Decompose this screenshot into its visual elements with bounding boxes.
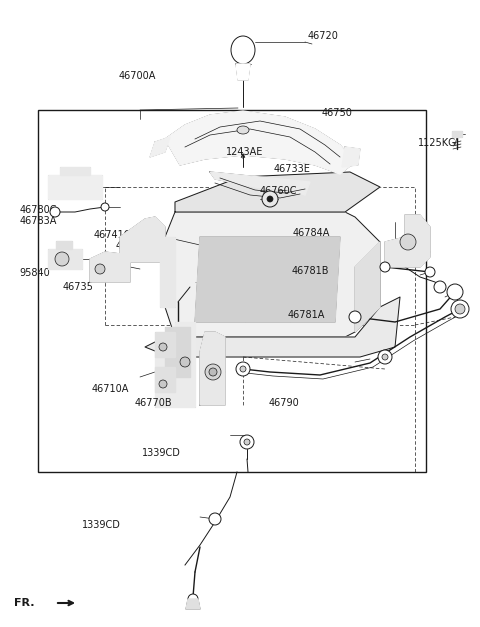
Polygon shape xyxy=(155,332,175,357)
Polygon shape xyxy=(155,322,195,407)
Text: 46781A: 46781A xyxy=(288,310,325,320)
Polygon shape xyxy=(200,332,225,405)
Polygon shape xyxy=(56,241,72,249)
Circle shape xyxy=(425,267,435,277)
Text: 46790: 46790 xyxy=(269,398,300,408)
Polygon shape xyxy=(120,217,165,262)
Circle shape xyxy=(236,362,250,376)
Text: 46781B: 46781B xyxy=(292,266,329,276)
Text: FR.: FR. xyxy=(14,598,35,608)
Circle shape xyxy=(159,343,167,351)
Ellipse shape xyxy=(231,36,255,64)
Polygon shape xyxy=(452,131,462,137)
Text: 46783A: 46783A xyxy=(19,216,57,226)
Polygon shape xyxy=(210,172,310,195)
Circle shape xyxy=(50,207,60,217)
Polygon shape xyxy=(48,249,82,269)
Circle shape xyxy=(205,364,221,380)
Text: 1125KG: 1125KG xyxy=(418,138,456,148)
Polygon shape xyxy=(60,167,90,175)
Circle shape xyxy=(382,354,388,360)
Text: 1339CD: 1339CD xyxy=(82,520,120,530)
Text: 46750: 46750 xyxy=(322,108,352,118)
Polygon shape xyxy=(195,237,340,322)
Circle shape xyxy=(349,311,361,323)
Text: 46720: 46720 xyxy=(307,31,338,41)
Text: 46710A: 46710A xyxy=(91,384,129,394)
Circle shape xyxy=(209,368,217,376)
Polygon shape xyxy=(236,64,250,80)
Polygon shape xyxy=(155,367,175,392)
Polygon shape xyxy=(160,237,175,307)
Circle shape xyxy=(267,196,273,202)
Circle shape xyxy=(447,284,463,300)
Circle shape xyxy=(180,357,190,367)
Circle shape xyxy=(240,435,254,449)
Ellipse shape xyxy=(237,126,249,134)
Circle shape xyxy=(455,304,465,314)
Circle shape xyxy=(55,252,69,266)
Polygon shape xyxy=(186,599,200,609)
Text: 1243AE: 1243AE xyxy=(226,147,263,157)
Text: 95840: 95840 xyxy=(19,268,50,278)
Circle shape xyxy=(209,513,221,525)
Text: 46733E: 46733E xyxy=(274,164,311,174)
Circle shape xyxy=(434,281,446,293)
Circle shape xyxy=(451,300,469,318)
Text: 46770B: 46770B xyxy=(134,398,172,408)
Circle shape xyxy=(244,439,250,445)
Polygon shape xyxy=(385,215,430,267)
Circle shape xyxy=(380,262,390,272)
Polygon shape xyxy=(355,242,380,332)
Text: 46760C: 46760C xyxy=(259,186,297,196)
Polygon shape xyxy=(145,297,400,357)
Text: 46730: 46730 xyxy=(115,241,146,251)
Text: 46784A: 46784A xyxy=(293,228,330,238)
Polygon shape xyxy=(165,327,190,377)
Circle shape xyxy=(159,380,167,388)
Polygon shape xyxy=(175,172,380,212)
Text: 46780C: 46780C xyxy=(19,205,57,215)
Text: 46735: 46735 xyxy=(62,282,93,292)
Circle shape xyxy=(188,594,198,604)
Circle shape xyxy=(101,203,109,211)
Polygon shape xyxy=(48,175,102,199)
Text: 46700A: 46700A xyxy=(118,71,156,82)
Polygon shape xyxy=(165,212,380,337)
Text: 1339CD: 1339CD xyxy=(142,448,180,458)
Polygon shape xyxy=(150,137,170,157)
Circle shape xyxy=(240,366,246,372)
Polygon shape xyxy=(90,252,130,282)
Polygon shape xyxy=(165,111,355,174)
Bar xyxy=(38,110,426,472)
Circle shape xyxy=(378,350,392,364)
Circle shape xyxy=(95,264,105,274)
Text: 46741C: 46741C xyxy=(94,230,131,240)
Polygon shape xyxy=(342,147,360,167)
Circle shape xyxy=(400,234,416,250)
Circle shape xyxy=(262,191,278,207)
